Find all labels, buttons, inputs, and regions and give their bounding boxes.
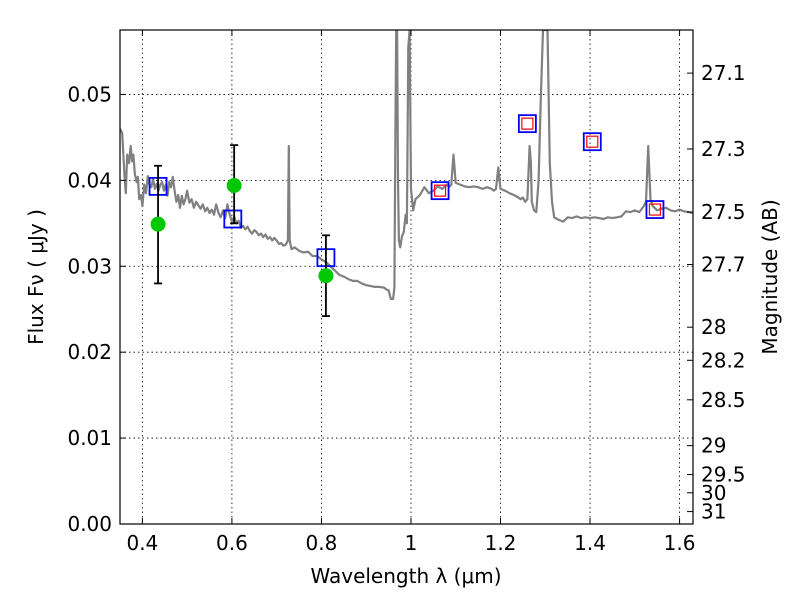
model-photometry-marker <box>223 209 243 229</box>
y-tick-label: 0.01 <box>67 426 112 450</box>
right-tick-label: 29 <box>701 434 726 458</box>
x-tick-label: 1 <box>405 531 418 555</box>
x-tick-label: 1.2 <box>485 531 517 555</box>
y-tick-label: 0.03 <box>67 254 112 278</box>
marker-layer <box>148 114 665 317</box>
y-tick-label: 0.00 <box>67 512 112 536</box>
observed-flux-point <box>150 216 166 232</box>
model-photometry-marker <box>517 114 537 134</box>
right-tick-label: 27.7 <box>701 253 746 277</box>
x-tick-label: 0.8 <box>306 531 338 555</box>
right-tick-label: 27.1 <box>701 61 746 85</box>
x-tick-label: 1.4 <box>574 531 606 555</box>
spectrum-line <box>120 30 693 300</box>
y-tick-label: 0.05 <box>67 82 112 106</box>
model-photometry-marker <box>582 132 602 152</box>
right-axis-label: Magnitude (AB) <box>758 199 782 354</box>
right-tick-label: 28 <box>701 315 726 339</box>
series-layer <box>120 30 693 300</box>
right-tick-label: 29.5 <box>701 463 746 487</box>
right-tick-label: 31 <box>701 500 726 524</box>
right-tick-label: 27.3 <box>701 137 746 161</box>
y-tick-label: 0.02 <box>67 340 112 364</box>
plot-frame <box>119 29 694 525</box>
right-tick-label: 28.5 <box>701 388 746 412</box>
observed-red-marker <box>586 135 599 148</box>
model-photometry-marker <box>430 181 450 201</box>
observed-flux-point <box>226 178 242 194</box>
x-axis-label: Wavelength λ (μm) <box>310 564 501 588</box>
x-tick-label: 0.6 <box>216 531 248 555</box>
x-tick-label: 0.4 <box>126 531 158 555</box>
observed-flux-point <box>318 268 334 284</box>
observed-red-marker <box>648 203 662 216</box>
observed-red-marker <box>521 117 534 130</box>
y-tick-label: 0.04 <box>67 168 112 192</box>
x-tick-label: 1.6 <box>664 531 696 555</box>
y-axis-label: Flux Fν ( μJy ) <box>24 209 48 345</box>
right-tick-label: 28.2 <box>701 348 746 372</box>
right-tick-label: 30 <box>701 481 726 505</box>
ticks-layer: 0.4 0.6 0.8 1 1.2 1.4 1.6 0.00 0.01 0.02 0.03 0.04 0… <box>67 30 746 555</box>
observed-red-marker <box>433 184 447 197</box>
model-photometry-marker <box>645 200 665 219</box>
right-tick-label: 27.5 <box>701 200 746 224</box>
